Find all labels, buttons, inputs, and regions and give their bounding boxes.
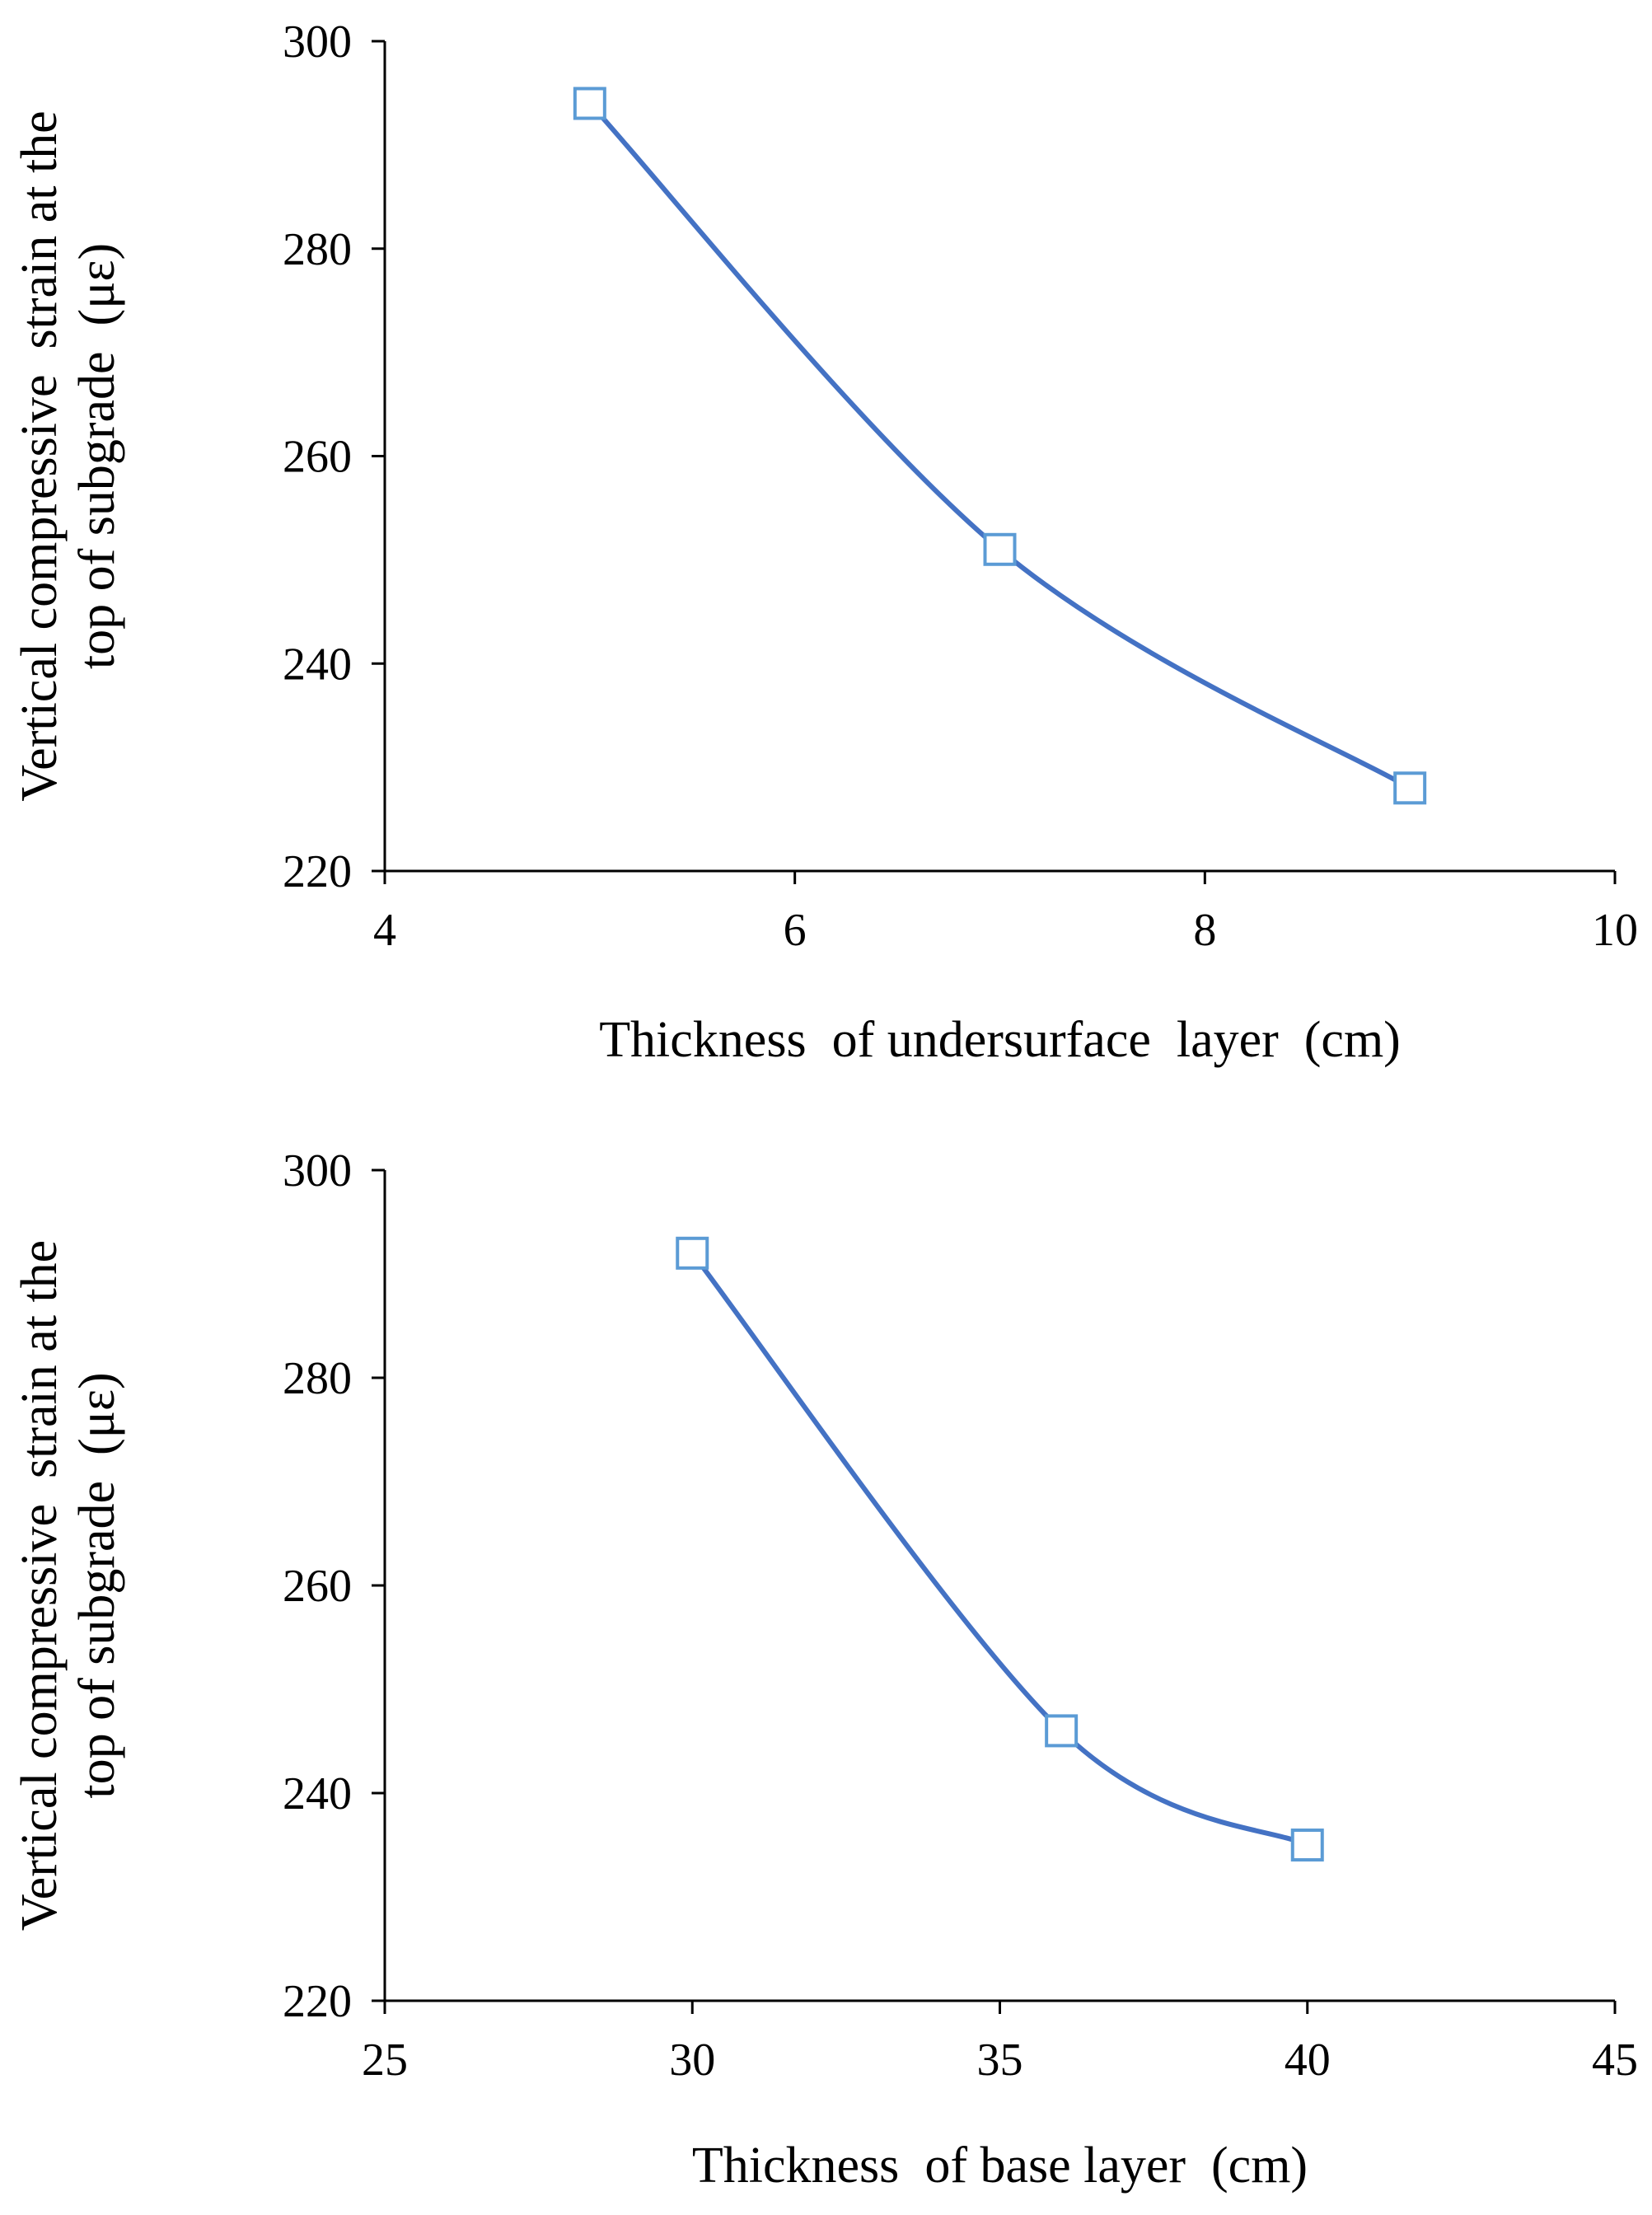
y-tick-label: 300 [283,16,352,68]
x-tick-label: 4 [373,905,396,956]
y-tick-label: 240 [283,639,352,690]
x-axis-title: Thickness of undersurface layer (cm) [599,1012,1401,1068]
x-tick-label: 8 [1193,905,1216,956]
y-tick-label: 220 [283,1976,352,2027]
y-axis-title-line-1: Vertical compressive strain at the [12,1240,68,1931]
chart-1: 220 240 260 280 300 4 6 8 10 Thickness of undersu… [12,16,1638,1068]
data-point-base-36 [1045,1714,1079,1748]
data-point-undersurface-9 [1393,771,1427,805]
chart-2: 220 240 260 280 300 25 30 35 40 45 Thickness of ba… [12,1145,1638,2194]
series-line-undersurface [587,101,1413,791]
y-tick-label: 300 [283,1145,352,1196]
y-axis-title-line-2: top of subgrade (με) [69,1372,125,1798]
x-tick-label: 6 [784,905,807,956]
y-tick-label: 220 [283,846,352,897]
y-tick-label: 280 [283,224,352,275]
data-point-undersurface-7 [983,532,1017,566]
data-point-base-40 [1290,1829,1324,1861]
x-tick-label: 25 [362,2035,408,2086]
y-tick-label: 240 [283,1768,352,1819]
data-point-undersurface-5 [573,87,606,120]
x-tick-label: 45 [1592,2035,1638,2086]
x-axis-title: Thickness of base layer (cm) [692,2138,1308,2194]
x-tick-label: 10 [1592,905,1638,956]
y-axis-title: Vertical compressive strain at thetop of… [12,1240,125,1931]
x-tick-label: 30 [669,2035,715,2086]
y-axis-title: Vertical compressive strain at thetop of… [12,110,125,801]
data-point-base-30 [676,1236,709,1270]
x-tick-label: 35 [977,2035,1023,2086]
y-axis-title-line-2: top of subgrade (με) [69,243,125,669]
y-axis-title-line-1: Vertical compressive strain at the [12,110,68,801]
y-tick-label: 260 [283,432,352,483]
x-tick-label: 40 [1285,2035,1331,2086]
series-line-base [690,1250,1310,1847]
y-tick-label: 280 [283,1353,352,1404]
y-tick-label: 260 [283,1561,352,1612]
